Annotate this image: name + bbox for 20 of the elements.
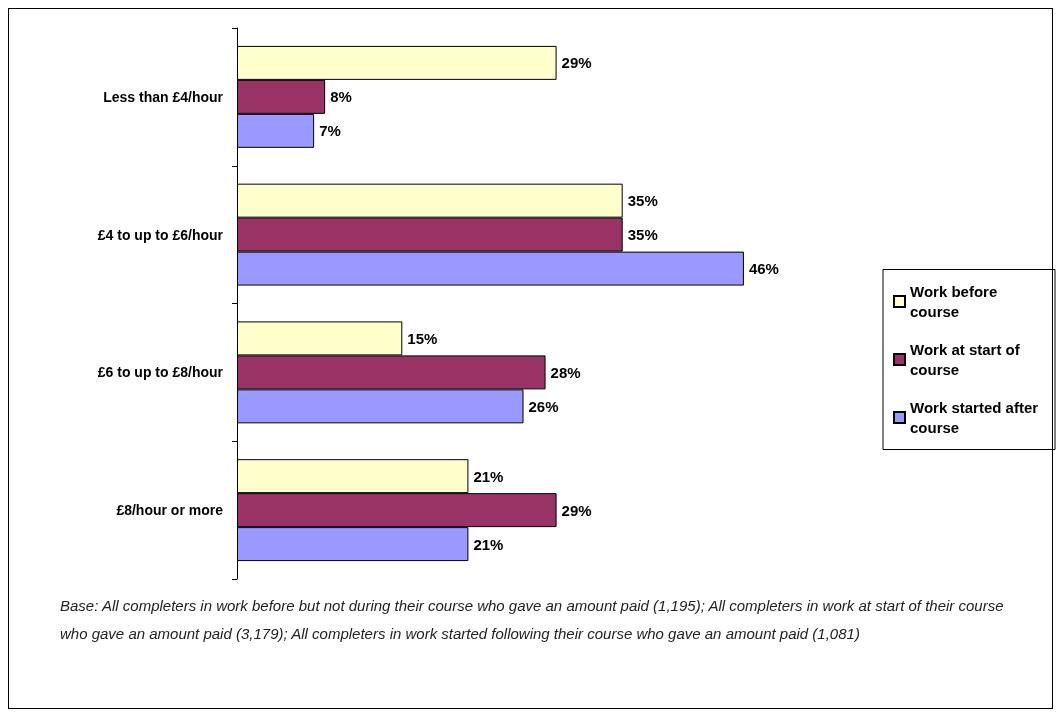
y-tick-label: £4 to up to £6/hour (97, 226, 224, 243)
legend-label: Work started after course (910, 399, 1043, 436)
data-label: 29% (561, 54, 592, 72)
data-label: 21% (473, 467, 504, 485)
data-label: 35% (627, 192, 658, 210)
legend-label: Work before course (910, 283, 1002, 320)
data-label: 21% (473, 535, 504, 553)
data-label: 28% (550, 363, 581, 381)
y-tick-label: £8/hour or more (116, 502, 224, 519)
data-label: 29% (561, 501, 592, 519)
y-tick-label: £6 to up to £8/hour (97, 364, 224, 381)
data-label: 46% (748, 260, 779, 278)
data-label: 7% (319, 122, 341, 140)
data-label: 26% (528, 397, 559, 415)
y-tick-label: Less than £4/hour (103, 88, 224, 105)
data-label: 8% (330, 88, 352, 106)
text: Base: All completers in work before but not during their course who gave an amount paid (1,195); All completers in work at start of their course who gave an amount paid (3,179); All completers in work started following their course who gave an amount paid (1,081) (60, 596, 1005, 644)
legend-label: Work at start of course (910, 341, 1024, 378)
data-label: 15% (407, 329, 438, 347)
data-label: 35% (627, 226, 658, 244)
